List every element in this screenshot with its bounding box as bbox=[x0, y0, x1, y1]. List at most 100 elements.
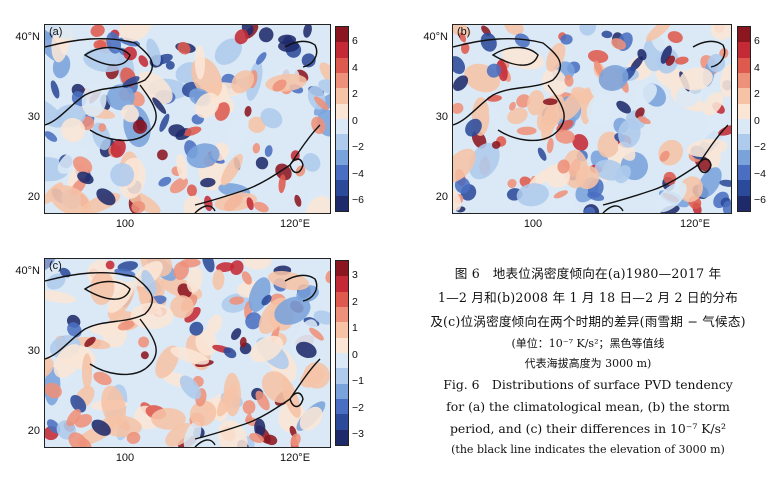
colorbar-tick: −1 bbox=[352, 375, 364, 387]
colorbar-tick: −4 bbox=[754, 167, 766, 180]
field-blob bbox=[541, 68, 568, 96]
field-blob bbox=[295, 341, 317, 359]
field-blob bbox=[250, 335, 284, 363]
field-blob bbox=[45, 25, 72, 40]
colorbar-segment bbox=[336, 306, 348, 323]
colorbar-segment bbox=[336, 72, 348, 89]
field-blob bbox=[214, 102, 230, 121]
field-blob bbox=[214, 192, 258, 212]
field-blob bbox=[123, 46, 137, 61]
field-blob bbox=[601, 30, 613, 39]
field-blob bbox=[253, 201, 269, 213]
colorbar-segment bbox=[336, 429, 348, 445]
field-blob bbox=[660, 45, 672, 64]
field-blob bbox=[254, 418, 266, 437]
field-blob bbox=[234, 29, 249, 45]
field-blob bbox=[546, 137, 554, 154]
map-c-field bbox=[45, 259, 330, 447]
field-blob bbox=[614, 165, 631, 184]
field-blob bbox=[659, 150, 670, 162]
map-b: (b) bbox=[452, 24, 732, 214]
field-blob bbox=[453, 102, 464, 114]
colorbar-segment bbox=[336, 134, 348, 150]
caption-zh-line3: 及(c)位涡密度倾向在两个时期的差异(雨雪期 − 气候态) bbox=[430, 314, 746, 329]
field-blob bbox=[158, 176, 172, 187]
field-blob bbox=[516, 126, 537, 136]
colorbar-segment bbox=[336, 195, 348, 211]
field-blob bbox=[303, 25, 312, 38]
field-blob bbox=[226, 115, 249, 154]
colorbar-segment bbox=[336, 88, 348, 104]
field-blob bbox=[587, 49, 609, 63]
field-blob bbox=[183, 126, 202, 137]
field-blob bbox=[509, 101, 516, 111]
field-blob bbox=[514, 33, 530, 48]
field-blob bbox=[686, 138, 728, 158]
colorbar-segment bbox=[738, 180, 750, 196]
field-blob bbox=[264, 434, 278, 446]
field-blob bbox=[165, 61, 175, 70]
field-blob bbox=[583, 206, 596, 213]
colorbar-tick: 2 bbox=[352, 88, 358, 100]
elevation-contour-line bbox=[83, 280, 131, 300]
elevation-contour-line bbox=[194, 205, 216, 213]
field-blob bbox=[460, 42, 470, 54]
field-blob bbox=[106, 84, 135, 111]
field-blob bbox=[702, 118, 731, 144]
field-blob bbox=[203, 195, 213, 212]
field-blob bbox=[496, 60, 508, 82]
field-blob bbox=[79, 438, 92, 447]
field-blob bbox=[507, 107, 528, 125]
colorbar-tick: −6 bbox=[754, 194, 766, 206]
field-blob bbox=[130, 302, 174, 329]
field-blob bbox=[453, 75, 469, 92]
y-tick-30: 30 bbox=[27, 111, 40, 123]
map-a-field bbox=[45, 25, 330, 213]
field-blob bbox=[170, 295, 194, 319]
elevation-contour-line bbox=[491, 46, 539, 66]
field-blob bbox=[183, 195, 204, 213]
field-blob bbox=[231, 328, 242, 341]
field-blob bbox=[314, 96, 329, 111]
field-blob bbox=[202, 259, 215, 273]
colorbar-segment bbox=[738, 195, 750, 211]
field-blob bbox=[157, 149, 168, 161]
field-blob bbox=[141, 269, 157, 297]
x-tick-120: 120°E bbox=[279, 218, 311, 230]
field-blob bbox=[93, 371, 112, 386]
field-blob bbox=[57, 148, 88, 174]
colorbar-segment bbox=[336, 337, 348, 353]
field-blob bbox=[611, 38, 626, 50]
field-blob bbox=[261, 294, 272, 306]
field-blob bbox=[70, 394, 87, 413]
field-blob bbox=[697, 167, 722, 198]
field-blob bbox=[165, 422, 195, 447]
colorbar-segment bbox=[336, 180, 348, 196]
field-blob bbox=[242, 400, 256, 415]
x-tick-100: 100 bbox=[115, 452, 135, 464]
field-blob bbox=[507, 178, 517, 189]
field-blob bbox=[179, 375, 201, 400]
elevation-contour-line bbox=[289, 158, 304, 174]
field-blob bbox=[278, 174, 286, 194]
x-tick-120: 120°E bbox=[679, 218, 711, 230]
field-blob bbox=[663, 171, 677, 185]
field-blob bbox=[212, 269, 225, 291]
field-blob bbox=[597, 131, 620, 158]
colorbar-tick: 0 bbox=[754, 114, 760, 127]
colorbar-segment bbox=[738, 27, 750, 43]
field-blob bbox=[239, 336, 247, 348]
field-blob bbox=[313, 310, 330, 325]
field-blob bbox=[183, 420, 202, 447]
colorbar-segment bbox=[738, 72, 750, 89]
map-c: (c) bbox=[44, 258, 331, 448]
field-blob bbox=[453, 148, 476, 183]
field-blob bbox=[274, 296, 311, 325]
figure-caption: 图 6 地表位涡密度倾向在(a)1980—2017 年 1—2 月和(b)200… bbox=[413, 262, 763, 460]
colorbar-tick: 2 bbox=[352, 295, 358, 308]
colorbar-b bbox=[737, 26, 751, 212]
field-blob bbox=[159, 113, 170, 132]
field-blob bbox=[247, 116, 266, 133]
field-blob bbox=[454, 177, 471, 194]
field-blob bbox=[722, 200, 731, 213]
